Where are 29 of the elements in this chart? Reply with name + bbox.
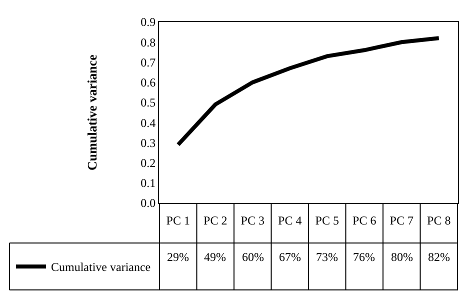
data-label: 67% (279, 250, 301, 264)
data-label: 82% (428, 250, 450, 264)
x-tick-label: PC 3 (240, 213, 264, 228)
data-label: 80% (391, 250, 413, 264)
x-tick-label: PC 1 (166, 213, 190, 228)
x-tick-label: PC 4 (278, 213, 302, 228)
x-tick-label: PC 7 (390, 213, 414, 228)
line-series (176, 36, 441, 147)
legend-label: Cumulative variance (51, 260, 151, 274)
x-tick-label: PC 6 (352, 213, 376, 228)
data-label: 49% (204, 250, 226, 264)
x-tick-label: PC 8 (427, 213, 451, 228)
y-tick-label: 0.8 (140, 35, 156, 50)
y-tick-label: 0.3 (140, 136, 156, 150)
x-tick-label: PC 5 (315, 213, 339, 228)
y-tick-label: 0.9 (140, 15, 156, 30)
y-tick-label: 0.0 (140, 196, 156, 210)
y-tick-label: 0.4 (140, 116, 156, 130)
y-axis-title: Cumulative variance (84, 54, 100, 170)
data-label: 76% (353, 250, 375, 264)
data-label: 60% (242, 250, 264, 264)
y-tick-label: 0.6 (140, 76, 156, 90)
data-label: 29% (167, 250, 189, 264)
data-label: 73% (316, 250, 338, 264)
y-tick-label: 0.5 (140, 96, 156, 110)
x-tick-label: PC 2 (204, 213, 228, 228)
y-tick-label: 0.1 (140, 176, 156, 190)
y-tick-label: 0.2 (140, 156, 156, 170)
y-tick-label: 0.7 (140, 55, 156, 70)
